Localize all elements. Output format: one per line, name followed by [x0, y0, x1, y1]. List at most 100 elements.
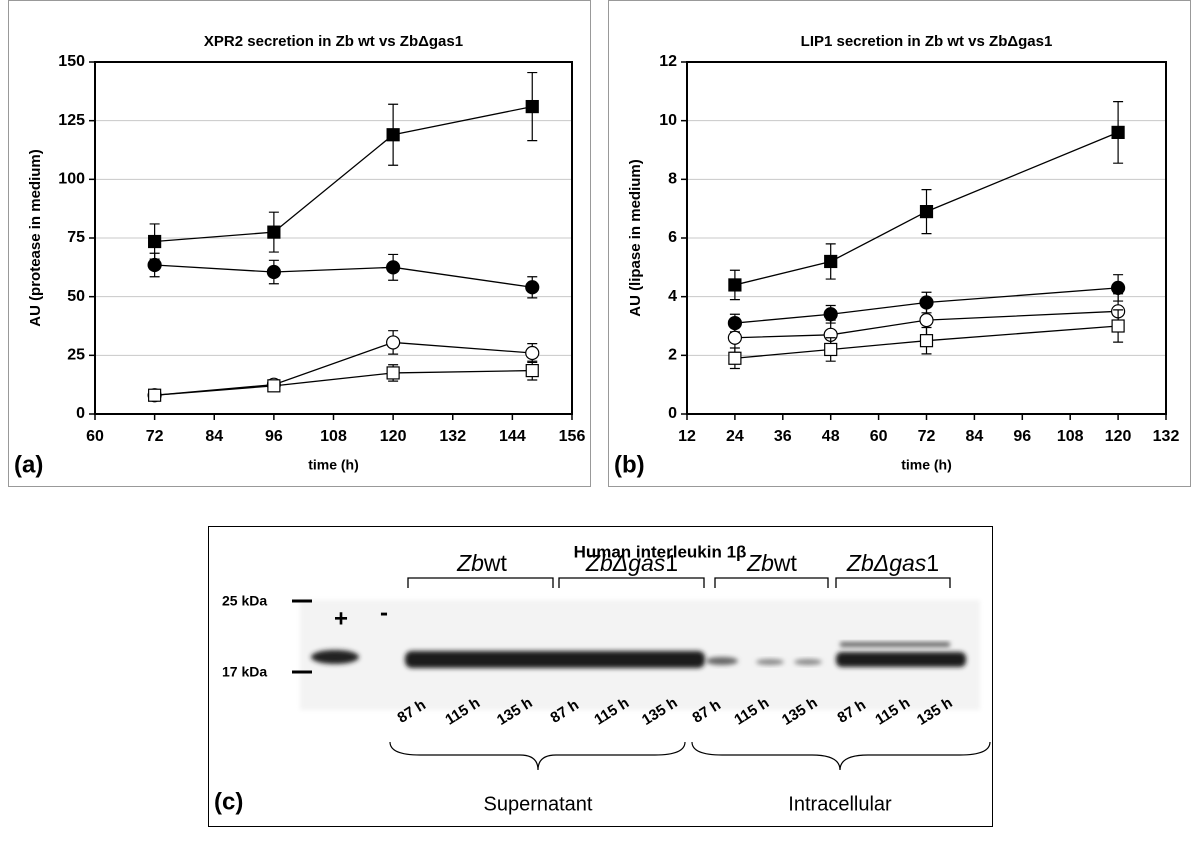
y-tick-label: 4 — [668, 288, 677, 305]
y-tick-label: 50 — [67, 288, 85, 305]
marker — [919, 313, 934, 328]
series-line — [154, 341, 533, 396]
marker — [148, 388, 162, 402]
panel-label: (c) — [214, 788, 243, 815]
series-line — [154, 369, 533, 396]
marker-label: 17 kDa — [222, 664, 267, 680]
y-tick-label: 100 — [58, 171, 85, 188]
marker — [267, 225, 281, 239]
panel-frame — [8, 0, 591, 487]
group-label-italic: Zb — [456, 550, 484, 576]
marker-label: 25 kDa — [222, 593, 267, 609]
x-axis-label: time (h) — [901, 457, 952, 473]
plot-frame — [94, 61, 573, 415]
marker — [525, 280, 540, 295]
series-line — [734, 325, 1119, 359]
panel-label: (a) — [14, 451, 43, 478]
control-label: + — [334, 605, 348, 632]
x-tick-label: 84 — [205, 428, 223, 445]
marker — [1110, 280, 1126, 295]
y-tick-label: 75 — [67, 229, 85, 246]
series-line — [734, 287, 1119, 324]
fraction-brace — [691, 741, 991, 771]
x-tick-label: 144 — [499, 428, 526, 445]
control-label: - — [380, 599, 388, 626]
series-line — [154, 105, 533, 243]
x-tick-label: 108 — [320, 428, 347, 445]
y-tick-label: 0 — [76, 405, 85, 422]
marker — [386, 260, 401, 275]
marker — [1111, 319, 1125, 333]
x-tick-label: 132 — [439, 428, 466, 445]
series-line — [154, 264, 533, 288]
band — [836, 652, 966, 667]
x-tick-label: 96 — [1013, 428, 1031, 445]
marker — [824, 254, 838, 269]
marker — [386, 128, 400, 142]
chart-title: XPR2 secretion in Zb wt vs ZbΔgas1 — [204, 33, 463, 50]
blot: Human interleukin 1β 25 kDa 17 kDa + - Z… — [214, 542, 991, 815]
marker — [148, 234, 162, 249]
band — [794, 659, 822, 665]
band — [756, 659, 784, 665]
marker — [823, 307, 838, 322]
marker — [386, 366, 400, 380]
x-tick-label: 36 — [774, 428, 792, 445]
marker — [727, 330, 743, 345]
marker — [267, 379, 281, 393]
group-label-italic: ZbΔgas — [846, 550, 927, 576]
fraction-label: Supernatant — [484, 793, 593, 815]
band — [405, 651, 705, 668]
x-axis-label: time (h) — [308, 457, 359, 473]
marker — [386, 335, 401, 350]
chart-title: LIP1 secretion in Zb wt vs ZbΔgas1 — [801, 33, 1053, 50]
marker — [525, 345, 540, 361]
x-tick-label: 48 — [822, 428, 840, 445]
fraction-brace — [389, 741, 686, 771]
group-label: ZbΔgas1 — [585, 550, 678, 576]
band — [840, 642, 950, 647]
panel-frame — [608, 0, 1191, 487]
group-label-plain: wt — [773, 550, 798, 576]
marker — [1111, 125, 1125, 140]
y-tick-label: 0 — [668, 405, 677, 422]
fraction-label: Intracellular — [788, 793, 892, 815]
marker — [728, 278, 742, 292]
y-tick-label: 8 — [668, 171, 677, 188]
x-tick-label: 60 — [870, 428, 888, 445]
plot-frame — [686, 61, 1167, 415]
marker — [919, 334, 934, 348]
band — [311, 650, 359, 664]
marker — [266, 264, 281, 280]
y-tick-label: 12 — [659, 53, 677, 70]
group-label-plain: 1 — [665, 550, 678, 576]
marker — [525, 363, 539, 378]
marker — [525, 99, 539, 114]
panel-label: (b) — [614, 451, 645, 478]
y-tick-label: 10 — [659, 112, 677, 129]
x-tick-label: 72 — [918, 428, 936, 445]
x-tick-label: 72 — [146, 428, 164, 445]
series-line — [734, 310, 1119, 339]
blot-title: Human interleukin 1β — [574, 542, 747, 561]
y-axis-label: AU (lipase in medium) — [627, 159, 644, 317]
group-label: Zbwt — [746, 550, 797, 576]
group-label-plain: 1 — [926, 550, 939, 576]
x-tick-label: 60 — [86, 428, 104, 445]
group-label: Zbwt — [456, 550, 507, 576]
x-tick-label: 108 — [1057, 428, 1084, 445]
series-line — [734, 131, 1119, 286]
group-bracket — [407, 577, 951, 588]
x-tick-label: 84 — [966, 428, 984, 445]
x-tick-label: 132 — [1153, 428, 1180, 445]
x-tick-label: 96 — [265, 428, 283, 445]
y-tick-label: 25 — [67, 347, 85, 364]
band — [706, 657, 738, 665]
x-tick-label: 120 — [1105, 428, 1132, 445]
x-tick-label: 156 — [559, 428, 586, 445]
group-label-italic: ZbΔgas — [585, 550, 666, 576]
x-tick-label: 120 — [380, 428, 407, 445]
group-label-plain: wt — [483, 550, 508, 576]
